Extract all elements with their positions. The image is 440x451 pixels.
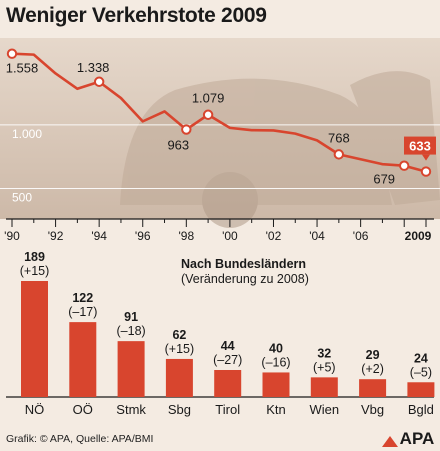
bar-category-Sbg: Sbg <box>168 402 191 417</box>
x-tick-label-2009: 2009 <box>405 229 432 243</box>
bar-change-Sbg: (+15) <box>165 342 195 356</box>
data-point-2009 <box>420 166 432 177</box>
x-tick-label-1990: '90 <box>4 229 20 243</box>
data-point-1994 <box>93 76 105 87</box>
bar-change-NÖ: (+15) <box>20 264 50 278</box>
bar-value-Bgld: 24 <box>414 351 428 365</box>
x-tick-label-2002: '02 <box>266 229 282 243</box>
bar-category-Ktn: Ktn <box>266 402 286 417</box>
bar-Stmk <box>117 341 145 397</box>
bar-Vbg <box>359 379 387 397</box>
bar-category-NÖ: NÖ <box>25 402 45 417</box>
bar-value-Stmk: 91 <box>124 310 138 324</box>
bar-change-OÖ: (–17) <box>68 305 97 319</box>
bar-Bgld <box>407 382 435 397</box>
bar-change-Bgld: (–5) <box>410 365 432 379</box>
bar-value-OÖ: 122 <box>72 291 93 305</box>
bar-change-Vbg: (+2) <box>361 362 384 376</box>
bar-category-Wien: Wien <box>309 402 339 417</box>
data-point-1999 <box>202 109 214 120</box>
x-tick-label-2000: '00 <box>222 229 238 243</box>
latest-value-badge <box>404 136 436 155</box>
bar-value-Vbg: 29 <box>366 348 380 362</box>
bar-change-Ktn: (–16) <box>261 355 290 369</box>
source-credit: Grafik: © APA, Quelle: APA/BMI <box>6 433 154 445</box>
y-tick-label: 500 <box>12 191 32 205</box>
y-tick-label: 1.000 <box>12 127 42 141</box>
apa-logo: APA <box>382 429 435 447</box>
bar-value-Tirol: 44 <box>221 339 235 353</box>
x-tick-label-1998: '98 <box>178 229 194 243</box>
bar-category-Vbg: Vbg <box>361 402 384 417</box>
data-point-2005 <box>333 149 345 160</box>
series-line <box>11 52 427 173</box>
data-label-1999: 1.079 <box>192 91 225 106</box>
bar-category-Bgld: Bgld <box>408 402 434 417</box>
data-point-2008 <box>399 160 410 171</box>
bar-OÖ <box>69 322 97 397</box>
bar-value-Wien: 32 <box>317 346 331 360</box>
bar-NÖ <box>21 281 48 397</box>
bar-category-Tirol: Tirol <box>215 402 240 417</box>
x-tick-label-1992: '92 <box>48 229 64 243</box>
bar-change-Stmk: (–18) <box>117 324 146 338</box>
data-label-2009: 633 <box>409 139 431 154</box>
data-label-1994: 1.338 <box>77 60 110 75</box>
data-label-1998: 963 <box>167 138 189 153</box>
bar-change-Wien: (+5) <box>313 360 336 374</box>
latest-value-badge-pointer <box>422 154 430 161</box>
x-tick-label-1994: '94 <box>91 229 107 243</box>
bar-value-NÖ: 189 <box>24 250 45 264</box>
data-point-1998 <box>181 124 192 135</box>
bar-category-OÖ: OÖ <box>73 402 93 417</box>
x-tick-label-2004: '04 <box>309 229 325 243</box>
data-label-1990: 1.558 <box>6 61 39 76</box>
bar-chart-title: Nach Bundesländern <box>181 257 306 271</box>
x-tick-label-1996: '96 <box>135 229 151 243</box>
bar-chart-subtitle: (Veränderung zu 2008) <box>181 272 309 286</box>
bar-Sbg <box>165 358 193 397</box>
bar-change-Tirol: (–27) <box>213 353 242 367</box>
bar-category-Stmk: Stmk <box>116 402 146 417</box>
apa-logo-text: APA <box>400 429 435 447</box>
bar-value-Ktn: 40 <box>269 341 283 355</box>
chart-title: Weniger Verkehrstote 2009 <box>6 4 267 27</box>
data-label-2005: 768 <box>328 130 350 145</box>
bar-Wien <box>310 377 338 397</box>
car-wreck-illustration <box>120 71 440 228</box>
bar-Tirol <box>214 369 242 397</box>
bar-value-Sbg: 62 <box>172 328 186 342</box>
data-label-2008: 679 <box>373 172 395 187</box>
x-tick-label-2006: '06 <box>353 229 369 243</box>
bar-Ktn <box>262 372 290 397</box>
data-point-1990 <box>6 48 18 59</box>
